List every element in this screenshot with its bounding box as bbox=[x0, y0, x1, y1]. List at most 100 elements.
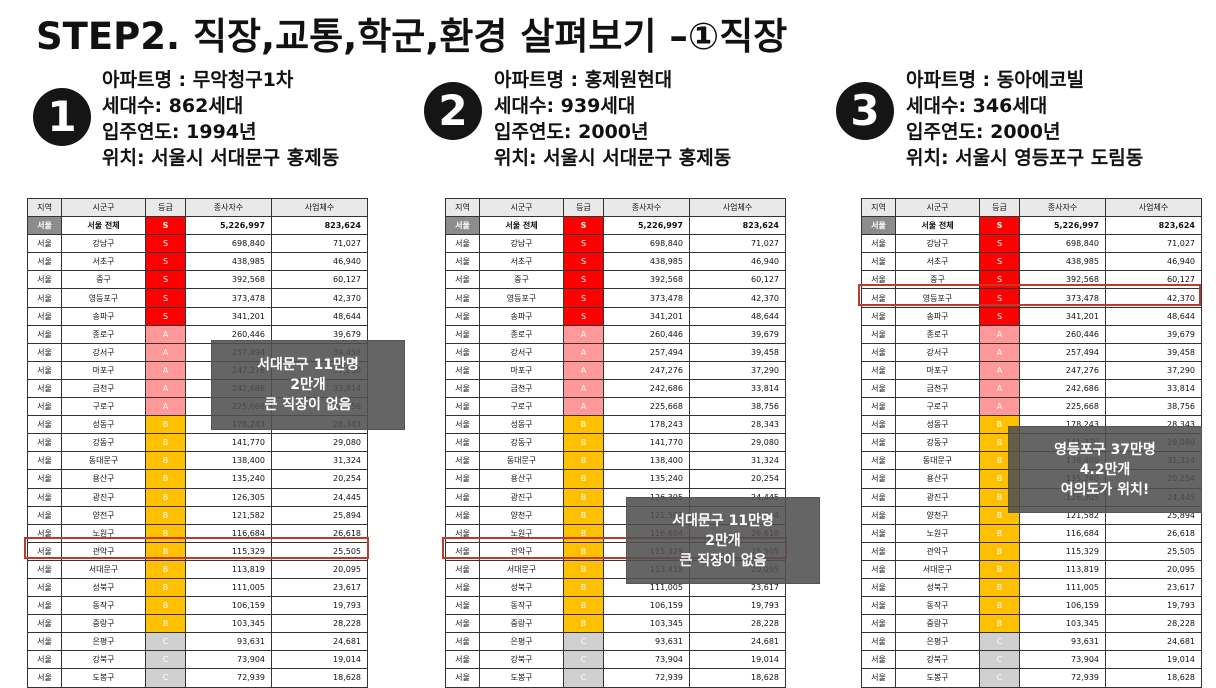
district-cell: 강서구 bbox=[479, 342, 564, 362]
district-cell: 강남구 bbox=[479, 234, 564, 254]
region-cell: 서울 bbox=[27, 415, 62, 435]
businesses-cell: 28,228 bbox=[689, 614, 786, 634]
region-cell: 서울 bbox=[445, 668, 480, 688]
region-cell: 서울 bbox=[445, 577, 480, 598]
businesses-cell: 39,679 bbox=[1105, 324, 1202, 344]
district-cell: 성북구 bbox=[479, 577, 564, 598]
table-row: 서울 중구 S 392,568 60,127 bbox=[445, 270, 786, 290]
businesses-cell: 20,254 bbox=[271, 469, 368, 489]
callout-line: 큰 직장이 없음 bbox=[679, 552, 767, 569]
column-header: 지역 bbox=[445, 197, 480, 218]
employees-cell: 73,904 bbox=[185, 650, 272, 670]
table-row: 서울 영등포구 S 373,478 42,370 bbox=[861, 288, 1202, 308]
region-cell: 서울 bbox=[861, 342, 896, 362]
table-row: 서울 종로구 A 260,446 39,679 bbox=[861, 324, 1202, 344]
employees-cell: 106,159 bbox=[1019, 596, 1106, 616]
businesses-cell: 33,814 bbox=[1105, 378, 1202, 399]
region-cell: 서울 bbox=[445, 288, 480, 308]
grade-cell: C bbox=[145, 632, 186, 652]
district-cell: 구로구 bbox=[61, 397, 146, 417]
employees-cell: 72,939 bbox=[1019, 668, 1106, 688]
district-cell: 중랑구 bbox=[895, 614, 980, 634]
region-cell: 서울 bbox=[861, 614, 896, 634]
grade-cell: B bbox=[979, 614, 1020, 634]
grade-cell: B bbox=[563, 559, 604, 579]
table-row: 서울 도봉구 C 72,939 18,628 bbox=[27, 668, 368, 688]
grade-cell: S bbox=[145, 216, 186, 236]
employees-cell: 242,686 bbox=[1019, 378, 1106, 399]
employees-cell: 438,985 bbox=[603, 252, 690, 272]
district-cell: 동작구 bbox=[61, 596, 146, 616]
businesses-cell: 18,628 bbox=[689, 668, 786, 688]
grade-cell: S bbox=[145, 252, 186, 272]
table-row: 서울 은평구 C 93,631 24,681 bbox=[27, 632, 368, 652]
table-row: 서울 강북구 C 73,904 19,014 bbox=[861, 650, 1202, 670]
district-cell: 성동구 bbox=[61, 415, 146, 435]
employees-cell: 111,005 bbox=[1019, 577, 1106, 598]
table-row: 서울 은평구 C 93,631 24,681 bbox=[445, 632, 786, 652]
businesses-cell: 37,290 bbox=[689, 360, 786, 380]
table-row: 서울 중구 S 392,568 60,127 bbox=[27, 270, 368, 290]
region-cell: 서울 bbox=[27, 559, 62, 579]
district-cell: 동대문구 bbox=[61, 451, 146, 471]
employees-cell: 257,494 bbox=[1019, 342, 1106, 362]
grade-cell: B bbox=[563, 577, 604, 598]
businesses-cell: 39,458 bbox=[689, 342, 786, 362]
employees-cell: 73,904 bbox=[1019, 650, 1106, 670]
employees-cell: 225,668 bbox=[603, 397, 690, 417]
grade-cell: B bbox=[145, 451, 186, 471]
employees-cell: 247,276 bbox=[603, 360, 690, 380]
employment-table-2: 지역 시군구 등급 종사자수 사업체수 서울 서울 전체 S 5,226,997 823,624 서… bbox=[445, 197, 786, 688]
businesses-cell: 48,644 bbox=[1105, 306, 1202, 326]
region-cell: 서울 bbox=[27, 270, 62, 290]
region-cell: 서울 bbox=[27, 614, 62, 634]
grade-cell: B bbox=[145, 433, 186, 453]
district-cell: 종로구 bbox=[61, 324, 146, 344]
businesses-cell: 19,014 bbox=[271, 650, 368, 670]
region-cell: 서울 bbox=[861, 252, 896, 272]
table-row: 서울 송파구 S 341,201 48,644 bbox=[861, 306, 1202, 326]
column-header: 시군구 bbox=[895, 197, 980, 218]
grade-cell: B bbox=[563, 596, 604, 616]
apartment-location: 위치: 서울시 서대문구 홍제동 bbox=[102, 147, 340, 169]
district-cell: 종로구 bbox=[479, 324, 564, 344]
region-cell: 서울 bbox=[861, 505, 896, 525]
region-cell: 서울 bbox=[445, 632, 480, 652]
employees-cell: 698,840 bbox=[603, 234, 690, 254]
table-row: 서울 강북구 C 73,904 19,014 bbox=[445, 650, 786, 670]
grade-cell: A bbox=[563, 378, 604, 399]
column-header: 등급 bbox=[563, 197, 604, 218]
employees-cell: 72,939 bbox=[603, 668, 690, 688]
grade-cell: S bbox=[563, 216, 604, 236]
district-cell: 광진구 bbox=[895, 487, 980, 507]
region-cell: 서울 bbox=[861, 360, 896, 380]
employees-cell: 438,985 bbox=[185, 252, 272, 272]
district-cell: 영등포구 bbox=[479, 288, 564, 308]
table-row: 서울 영등포구 S 373,478 42,370 bbox=[27, 288, 368, 308]
employees-cell: 242,686 bbox=[603, 378, 690, 399]
region-cell: 서울 bbox=[27, 306, 62, 326]
district-cell: 송파구 bbox=[479, 306, 564, 326]
businesses-cell: 26,618 bbox=[1105, 523, 1202, 543]
grade-cell: B bbox=[145, 577, 186, 598]
grade-cell: S bbox=[563, 270, 604, 290]
district-cell: 양천구 bbox=[61, 505, 146, 525]
employees-cell: 5,226,997 bbox=[1019, 216, 1106, 236]
district-cell: 마포구 bbox=[61, 360, 146, 380]
employees-cell: 225,668 bbox=[1019, 397, 1106, 417]
region-cell: 서울 bbox=[27, 487, 62, 507]
employees-cell: 93,631 bbox=[1019, 632, 1106, 652]
region-cell: 서울 bbox=[27, 342, 62, 362]
grade-cell: S bbox=[563, 288, 604, 308]
businesses-cell: 19,793 bbox=[271, 596, 368, 616]
region-cell: 서울 bbox=[861, 668, 896, 688]
district-cell: 마포구 bbox=[479, 360, 564, 380]
employees-cell: 121,582 bbox=[185, 505, 272, 525]
district-cell: 도봉구 bbox=[895, 668, 980, 688]
region-cell: 서울 bbox=[445, 324, 480, 344]
grade-cell: C bbox=[563, 668, 604, 688]
